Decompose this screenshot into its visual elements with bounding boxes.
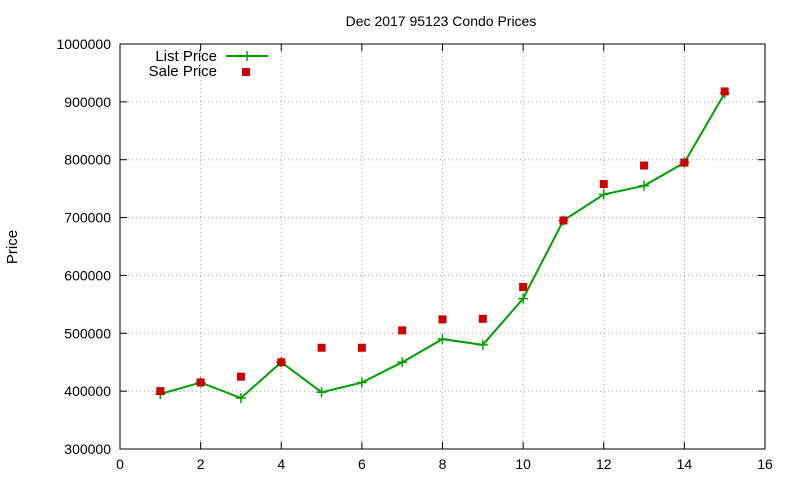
x-tick-label: 2	[197, 456, 205, 472]
sale-price-point	[599, 180, 608, 189]
list-price-point	[356, 377, 367, 388]
y-axis-label: Price	[4, 230, 21, 264]
list-price-point	[437, 334, 448, 345]
list-price-point	[316, 387, 327, 398]
list-price-point	[397, 357, 408, 368]
sale-price-point	[640, 161, 649, 170]
sale-price-point	[398, 326, 407, 335]
y-tick-label: 700000	[64, 210, 111, 226]
legend-marker-sale-price	[242, 68, 250, 76]
sale-price-point	[156, 387, 165, 396]
list-price-point	[477, 339, 488, 350]
x-tick-label: 4	[277, 456, 285, 472]
y-tick-label: 1000000	[56, 36, 111, 52]
x-tick-label: 14	[677, 456, 693, 472]
sale-price-point	[317, 343, 326, 352]
y-tick-label: 900000	[64, 94, 111, 110]
x-tick-label: 16	[757, 456, 773, 472]
list-price-point	[598, 189, 609, 200]
sale-price-point	[196, 378, 205, 387]
y-tick-label: 300000	[64, 441, 111, 457]
y-tick-label: 600000	[64, 267, 111, 283]
list-price-point	[518, 293, 529, 304]
y-tick-label: 500000	[64, 325, 111, 341]
series	[155, 87, 730, 404]
sale-price-point	[357, 343, 366, 352]
sale-price-point	[680, 158, 689, 167]
legend-label-sale-price: Sale Price	[149, 63, 217, 80]
legend-label-list-price: List Price	[155, 48, 217, 65]
chart-title: Dec 2017 95123 Condo Prices	[346, 13, 537, 29]
list-price-point	[639, 180, 650, 191]
x-tick-label: 12	[596, 456, 612, 472]
sale-price-point	[277, 358, 286, 367]
sale-price-point	[438, 315, 447, 324]
x-tick-label: 8	[439, 456, 447, 472]
x-tick-label: 6	[358, 456, 366, 472]
sale-price-point	[519, 283, 528, 291]
sale-price-point	[236, 372, 245, 381]
sale-price-point	[478, 314, 487, 323]
y-tick-label: 400000	[64, 383, 111, 399]
sale-price-point	[720, 87, 729, 96]
y-tick-label: 800000	[64, 152, 111, 168]
axis-ticks: 0 2 4 6 8 10 12 14 16 300000 400000 500000 600000 700…	[56, 36, 773, 472]
x-tick-label: 10	[515, 456, 531, 472]
sale-price-point	[559, 216, 568, 225]
x-tick-label: 0	[116, 456, 124, 472]
list-price-point	[235, 393, 246, 404]
